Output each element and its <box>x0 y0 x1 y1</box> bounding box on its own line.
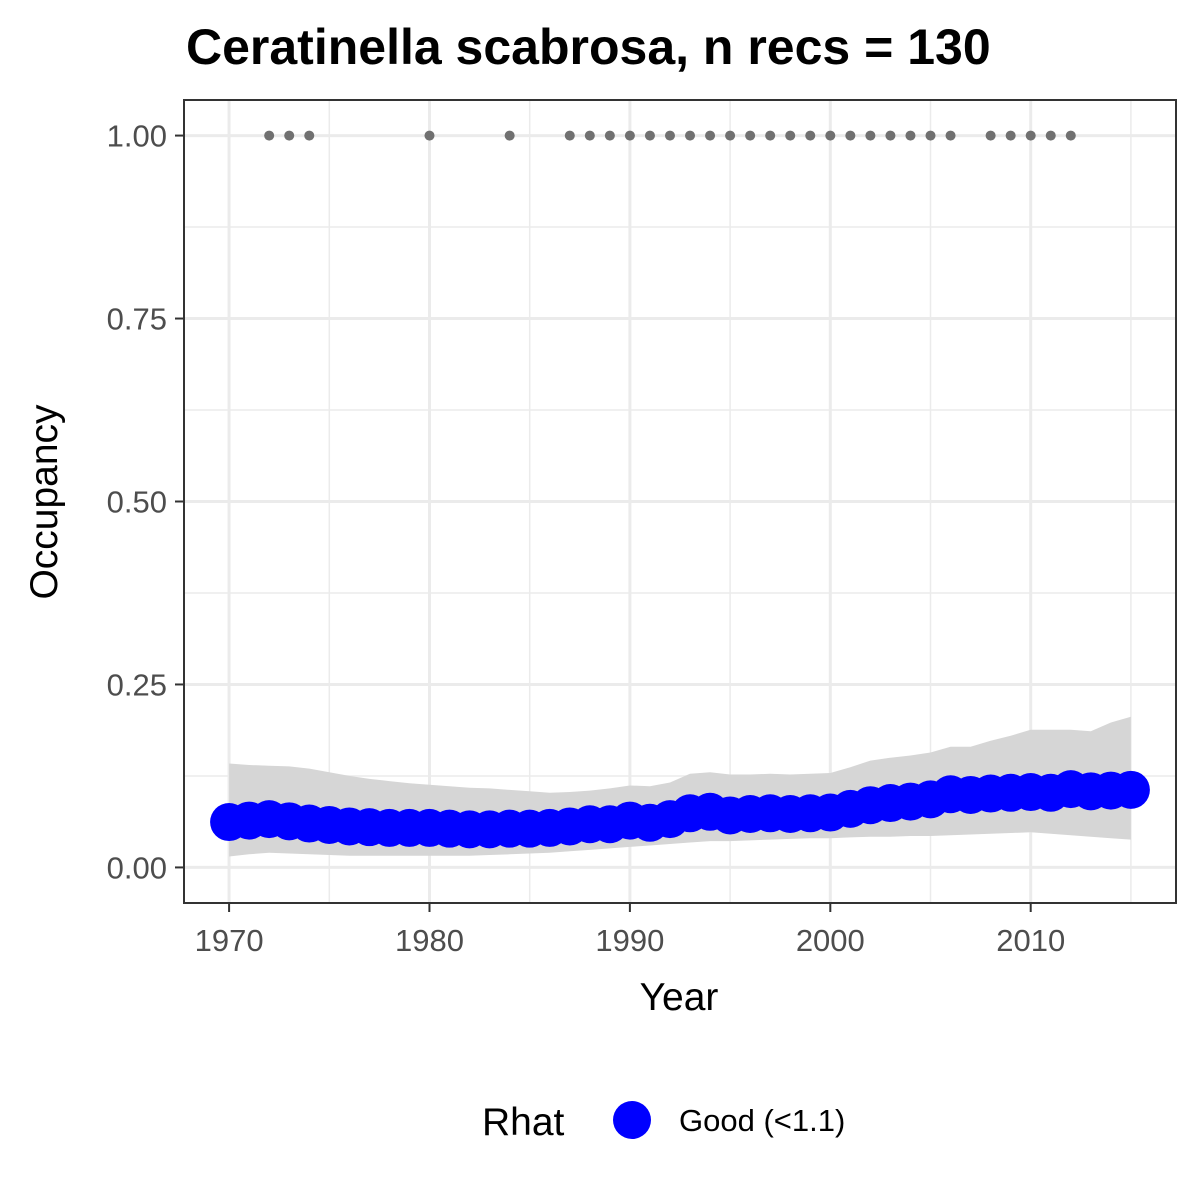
record-point <box>264 130 275 141</box>
record-point <box>885 130 896 141</box>
y-tick-label: 0.75 <box>107 302 167 337</box>
record-point <box>985 130 996 141</box>
legend-label: Good (<1.1) <box>679 1103 845 1138</box>
chart-title: Ceratinella scabrosa, n recs = 130 <box>186 19 991 75</box>
record-point <box>1045 130 1056 141</box>
record-point <box>865 130 876 141</box>
occupancy-points <box>210 770 1150 849</box>
record-point <box>1005 130 1016 141</box>
y-axis: 0.00 0.25 0.50 0.75 1.00 <box>107 119 184 885</box>
record-point <box>504 130 515 141</box>
record-point <box>785 130 796 141</box>
record-point <box>1025 130 1036 141</box>
x-tick-label: 2010 <box>996 923 1065 958</box>
record-point <box>705 130 716 141</box>
record-point <box>604 130 615 141</box>
record-point <box>925 130 936 141</box>
record-points <box>264 130 1076 141</box>
x-tick-label: 1970 <box>195 923 264 958</box>
record-point <box>284 130 295 141</box>
record-point <box>685 130 696 141</box>
x-tick-label: 1990 <box>595 923 664 958</box>
y-tick-label: 0.25 <box>107 667 167 702</box>
y-tick-label: 0.00 <box>107 850 167 885</box>
record-point <box>945 130 956 141</box>
record-point <box>725 130 736 141</box>
record-point <box>664 130 675 141</box>
x-tick-label: 1980 <box>395 923 464 958</box>
y-tick-label: 0.50 <box>107 485 167 520</box>
record-point <box>805 130 816 141</box>
record-point <box>644 130 655 141</box>
record-point <box>745 130 756 141</box>
y-tick-label: 1.00 <box>107 119 167 154</box>
x-axis: 1970 1980 1990 2000 2010 <box>195 903 1065 958</box>
record-point <box>765 130 776 141</box>
y-axis-title: Occupancy <box>23 404 66 600</box>
legend-key-point <box>613 1101 651 1139</box>
x-axis-title: Year <box>640 976 719 1019</box>
record-point <box>845 130 856 141</box>
record-point <box>584 130 595 141</box>
occupancy-point <box>1111 770 1150 809</box>
legend: Rhat Good (<1.1) <box>482 1101 845 1144</box>
record-point <box>624 130 635 141</box>
legend-title: Rhat <box>482 1101 565 1144</box>
x-tick-label: 2000 <box>796 923 865 958</box>
record-point <box>304 130 315 141</box>
record-point <box>424 130 435 141</box>
record-point <box>825 130 836 141</box>
record-point <box>1065 130 1076 141</box>
record-point <box>905 130 916 141</box>
record-point <box>564 130 575 141</box>
